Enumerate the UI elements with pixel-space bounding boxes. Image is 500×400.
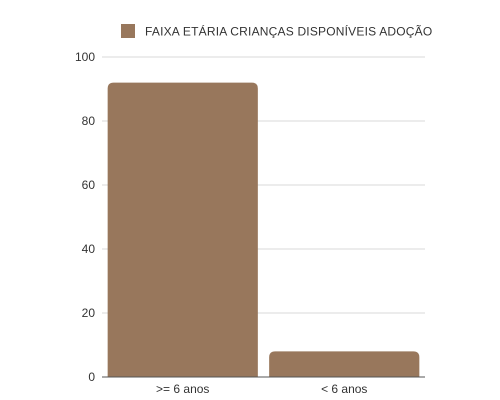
x-category-label: < 6 anos [321,382,367,396]
legend: FAIXA ETÁRIA CRIANÇAS DISPONÍVEIS ADOÇÃO [121,24,432,39]
legend-swatch [121,24,135,38]
y-tick-label: 60 [82,178,96,192]
y-tick-label: 20 [82,306,96,320]
bar-ge-6-anos [107,82,258,377]
y-tick-label: 0 [88,370,95,384]
y-axis-ticks: 0 20 40 60 80 100 [75,50,95,384]
y-tick-label: 80 [82,114,96,128]
bars [107,82,420,377]
y-tick-label: 100 [75,50,95,64]
legend-label: FAIXA ETÁRIA CRIANÇAS DISPONÍVEIS ADOÇÃO [145,24,432,39]
y-tick-label: 40 [82,242,96,256]
x-category-label: >= 6 anos [156,382,209,396]
x-axis-labels: >= 6 anos < 6 anos [156,382,367,396]
bar-lt-6-anos [269,351,420,377]
